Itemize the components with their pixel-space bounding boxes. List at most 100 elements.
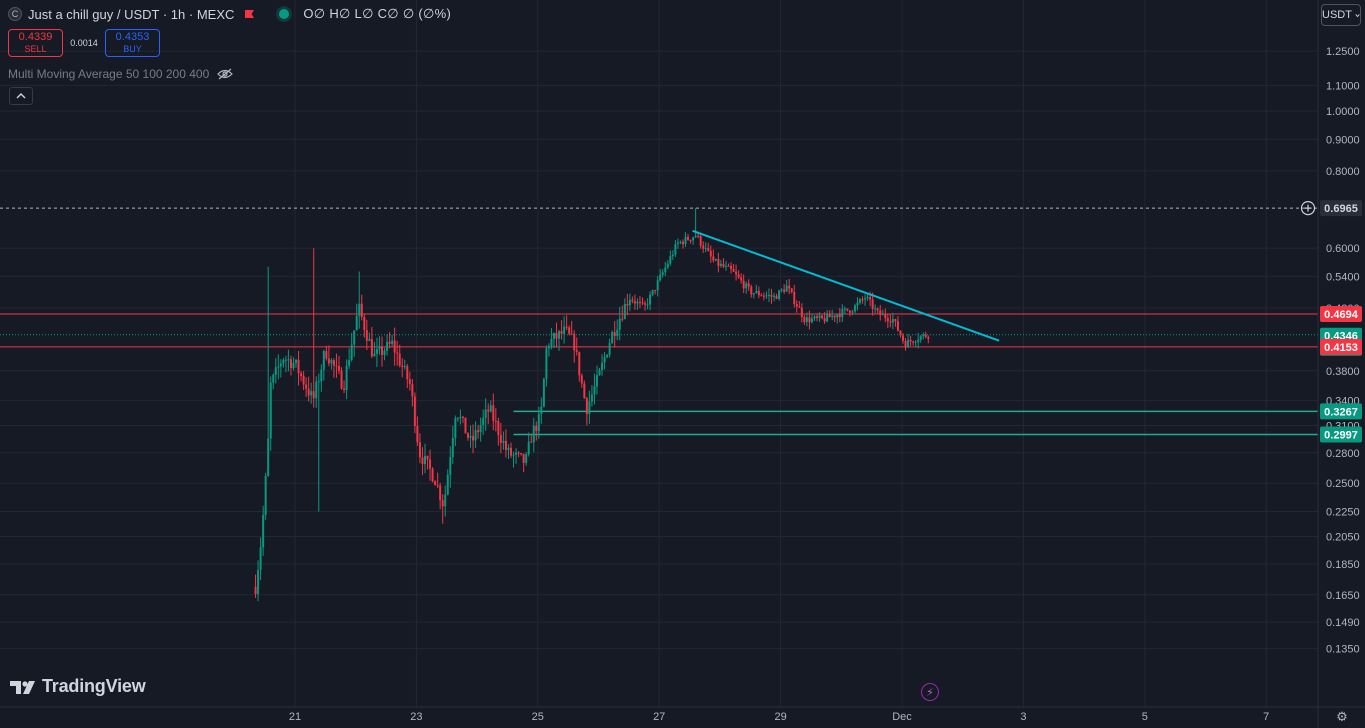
- candle-body: [343, 388, 346, 391]
- candle-body: [656, 280, 659, 291]
- candle-body: [287, 359, 290, 361]
- candle-body: [418, 442, 421, 458]
- candle-body: [429, 459, 432, 469]
- candle-body: [919, 336, 922, 340]
- price-tick-label: 0.1850: [1326, 559, 1360, 571]
- eye-crossed-icon[interactable]: [217, 68, 234, 80]
- time-tick-label: 21: [289, 711, 301, 723]
- sell-button[interactable]: 0.4339 SELL: [8, 29, 63, 57]
- candle-body: [317, 381, 320, 383]
- lightning-icon[interactable]: ⚡: [921, 683, 939, 701]
- candle-body: [446, 474, 449, 495]
- candle-body: [922, 334, 925, 337]
- candle-body: [606, 354, 609, 358]
- gear-icon[interactable]: ⚙: [1336, 709, 1348, 724]
- candle-body: [558, 331, 561, 339]
- candle-body: [924, 334, 927, 337]
- candle-body: [348, 360, 351, 366]
- trendline-layer: [692, 229, 1000, 342]
- tradingview-logo[interactable]: TradingView: [10, 676, 146, 697]
- candle-body: [669, 256, 672, 264]
- candle-body: [631, 299, 634, 302]
- candle-body: [762, 295, 765, 297]
- candle-body: [494, 420, 497, 422]
- candle-body: [375, 349, 378, 354]
- buy-price: 0.4353: [115, 31, 150, 43]
- candle-body: [641, 302, 644, 304]
- candle-body: [555, 333, 558, 339]
- candle-body: [841, 309, 844, 318]
- candle-body: [737, 274, 740, 278]
- candle-body: [727, 265, 730, 267]
- candle-body: [530, 441, 533, 443]
- candle-body: [747, 283, 750, 287]
- candle-body: [332, 360, 335, 366]
- candle-body: [469, 435, 472, 438]
- time-tick-label: Dec: [892, 711, 912, 723]
- candle-body: [358, 303, 361, 316]
- candle-body: [894, 319, 897, 322]
- candle-body: [262, 514, 265, 548]
- candle-body: [785, 285, 788, 292]
- candle-body: [454, 418, 457, 439]
- candle-body: [365, 330, 368, 341]
- candle-body: [740, 277, 743, 281]
- candle-body: [517, 452, 520, 454]
- candle-body: [664, 267, 667, 273]
- candle-body: [775, 295, 778, 299]
- candle-body: [805, 317, 808, 322]
- branding-text: TradingView: [42, 676, 146, 696]
- candle-body: [795, 303, 798, 307]
- candle-body: [532, 425, 535, 443]
- candles: [254, 208, 930, 602]
- buy-button[interactable]: 0.4353 BUY: [105, 29, 160, 57]
- candle-body: [535, 425, 538, 432]
- candle-body: [853, 305, 856, 312]
- indicator-legend[interactable]: Multi Moving Average 50 100 200 400: [8, 67, 234, 81]
- resistance-price-tag-label: 0.4153: [1324, 342, 1358, 354]
- symbol-logo-icon[interactable]: C: [8, 7, 22, 21]
- candle-body: [441, 500, 444, 507]
- candle-body: [300, 373, 303, 376]
- candle-body: [449, 457, 452, 475]
- candle-body: [335, 365, 338, 367]
- symbol-title[interactable]: Just a chill guy / USDT · 1h · MEXC: [28, 6, 235, 22]
- candle-body: [704, 247, 707, 249]
- candle-body: [697, 235, 700, 237]
- candle-body: [573, 333, 576, 351]
- price-tick-label: 0.6000: [1326, 243, 1360, 255]
- add-alert-icon[interactable]: [1300, 201, 1316, 216]
- candle-body: [545, 348, 548, 379]
- candle-body: [568, 327, 571, 334]
- time-tick-label: 29: [774, 711, 786, 723]
- price-tick-label: 0.8000: [1326, 166, 1360, 178]
- chart-header: C Just a chill guy / USDT · 1h · MEXC O∅…: [8, 5, 451, 23]
- candle-body: [793, 292, 796, 304]
- candle-body: [848, 310, 851, 313]
- collapse-legend-button[interactable]: [9, 87, 33, 105]
- time-tick-label: 3: [1020, 711, 1026, 723]
- candle-body: [884, 314, 887, 319]
- candle-body: [413, 396, 416, 427]
- candle-body: [757, 290, 760, 296]
- candle-body: [373, 353, 376, 357]
- candle-body: [578, 351, 581, 376]
- time-tick-label: 23: [410, 711, 422, 723]
- price-tick-label: 0.9000: [1326, 134, 1360, 146]
- candle-body: [391, 340, 394, 344]
- currency-selector[interactable]: USDT: [1321, 4, 1361, 26]
- candle-body: [816, 316, 819, 318]
- price-tick-label: 0.2800: [1326, 448, 1360, 460]
- candle-body: [902, 335, 905, 341]
- candle-body: [509, 447, 512, 456]
- price-axis: 1.2500 1.1000 1.0000 0.9000 0.8000 0.6000 0.54…: [1317, 0, 1360, 728]
- candle-body: [560, 331, 563, 334]
- flag-icon[interactable]: [244, 9, 255, 20]
- candle-body: [778, 290, 781, 299]
- indicator-label: Multi Moving Average 50 100 200 400: [8, 67, 210, 81]
- candle-body: [886, 318, 889, 322]
- currency-label: USDT: [1322, 9, 1352, 21]
- candle-body: [828, 313, 831, 318]
- candle-body: [401, 365, 404, 367]
